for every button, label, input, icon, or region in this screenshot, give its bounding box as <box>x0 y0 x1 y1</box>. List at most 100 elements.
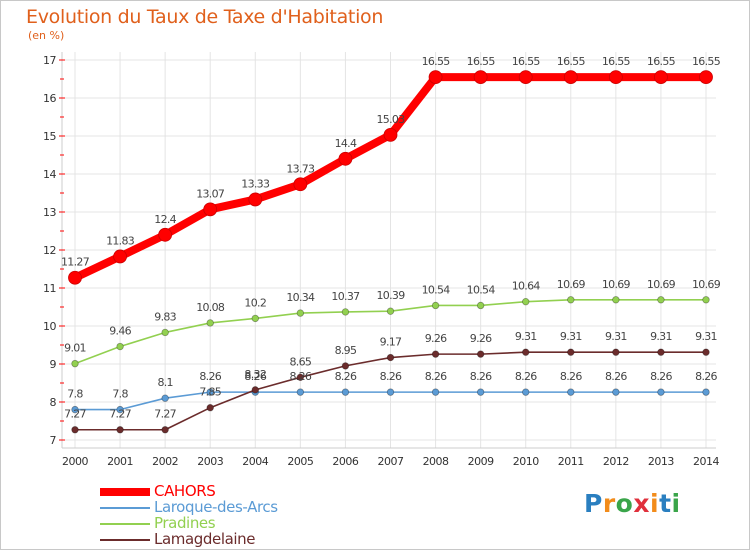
data-point <box>612 348 620 356</box>
data-label: 10.69 <box>602 278 631 291</box>
data-point <box>296 388 305 396</box>
data-label: 7.27 <box>109 408 131 421</box>
y-tick-label: 16 <box>43 92 56 105</box>
data-label: 10.2 <box>244 296 266 309</box>
legend-swatch <box>100 539 150 541</box>
data-point <box>428 70 443 84</box>
logo-letter: t <box>659 489 672 518</box>
data-label: 7.8 <box>112 388 128 401</box>
data-label: 10.54 <box>467 283 496 296</box>
legend-label: Pradines <box>154 514 216 532</box>
data-label: 9.83 <box>154 310 176 323</box>
data-label: 10.69 <box>692 278 721 291</box>
data-point <box>341 308 350 316</box>
x-tick-label: 2014 <box>693 455 719 468</box>
x-tick-label: 2008 <box>423 455 449 468</box>
y-tick-label: 11 <box>43 282 56 295</box>
data-point <box>431 301 440 310</box>
data-point <box>206 388 214 396</box>
data-label: 11.83 <box>106 234 135 247</box>
data-point <box>203 202 218 217</box>
data-label: 8.26 <box>335 370 357 383</box>
data-point <box>386 353 395 362</box>
proxiti-logo: Proxiti <box>584 489 681 518</box>
y-tick-label: 9 <box>50 358 57 371</box>
data-label: 9.01 <box>64 342 86 355</box>
logo-letter: o <box>615 489 634 518</box>
x-tick-label: 2010 <box>513 455 539 468</box>
data-label: 9.17 <box>380 336 402 349</box>
data-label: 14.4 <box>335 137 357 150</box>
data-point <box>702 348 710 356</box>
y-tick-label: 12 <box>43 244 56 257</box>
x-tick-label: 2009 <box>468 455 494 468</box>
data-point <box>657 388 665 396</box>
data-label: 8.26 <box>380 370 402 383</box>
data-point <box>522 388 530 396</box>
data-label: 16.55 <box>602 55 631 68</box>
data-label: 10.37 <box>331 290 360 303</box>
data-point <box>563 70 578 84</box>
logo-letter: i <box>650 489 660 518</box>
data-point <box>161 328 169 337</box>
data-point <box>431 350 440 358</box>
data-point <box>206 319 214 327</box>
data-point <box>431 388 440 396</box>
chart-title: Evolution du Taux de Taxe d'Habitation <box>26 6 384 28</box>
data-label: 16.55 <box>422 55 451 68</box>
y-tick-label: 10 <box>43 320 56 333</box>
y-tick-label: 14 <box>43 168 56 181</box>
data-point <box>476 388 485 396</box>
data-label: 16.55 <box>647 55 676 68</box>
data-label: 8.26 <box>515 370 537 383</box>
data-label: 7.27 <box>64 408 86 421</box>
data-point <box>251 386 259 394</box>
data-label: 8.32 <box>244 368 266 381</box>
data-point <box>567 388 575 396</box>
data-point <box>702 388 710 396</box>
legend-label: CAHORS <box>154 482 216 500</box>
legend-swatch <box>100 488 150 496</box>
logo-letter: x <box>633 489 650 518</box>
logo-letter: i <box>671 489 681 518</box>
data-label: 8.26 <box>290 370 312 383</box>
data-label: 9.31 <box>560 330 582 343</box>
data-point <box>161 426 169 434</box>
chart-subtitle: (en %) <box>28 29 65 42</box>
data-point <box>567 348 575 356</box>
data-label: 7.8 <box>67 388 83 401</box>
data-label: 10.08 <box>196 301 225 314</box>
data-point <box>473 70 488 84</box>
x-tick-label: 2003 <box>197 455 223 468</box>
x-tick-label: 2007 <box>378 455 404 468</box>
y-tick-label: 8 <box>50 396 57 409</box>
data-label: 11.27 <box>61 256 90 269</box>
data-label: 10.69 <box>647 278 676 291</box>
data-point <box>248 192 263 207</box>
x-tick-label: 2004 <box>242 455 268 468</box>
data-label: 16.55 <box>512 55 541 68</box>
data-label: 10.69 <box>557 278 586 291</box>
x-tick-label: 2002 <box>152 455 178 468</box>
x-tick-label: 2011 <box>558 455 584 468</box>
data-label: 10.54 <box>422 283 451 296</box>
legend-label: Lamagdelaine <box>154 530 256 548</box>
data-point <box>654 70 668 84</box>
data-point <box>296 309 305 317</box>
data-point <box>657 296 665 304</box>
data-point <box>116 342 124 351</box>
data-point <box>68 270 82 285</box>
data-point <box>702 296 710 304</box>
data-point <box>338 151 353 166</box>
data-label: 13.33 <box>241 177 270 190</box>
data-label: 9.46 <box>109 325 131 338</box>
data-point <box>476 301 485 310</box>
data-point <box>71 359 79 368</box>
logo-letter: r <box>602 489 616 518</box>
data-point <box>206 404 214 412</box>
data-label: 7.27 <box>154 408 176 421</box>
data-label: 9.26 <box>470 332 492 345</box>
data-point <box>612 296 620 304</box>
